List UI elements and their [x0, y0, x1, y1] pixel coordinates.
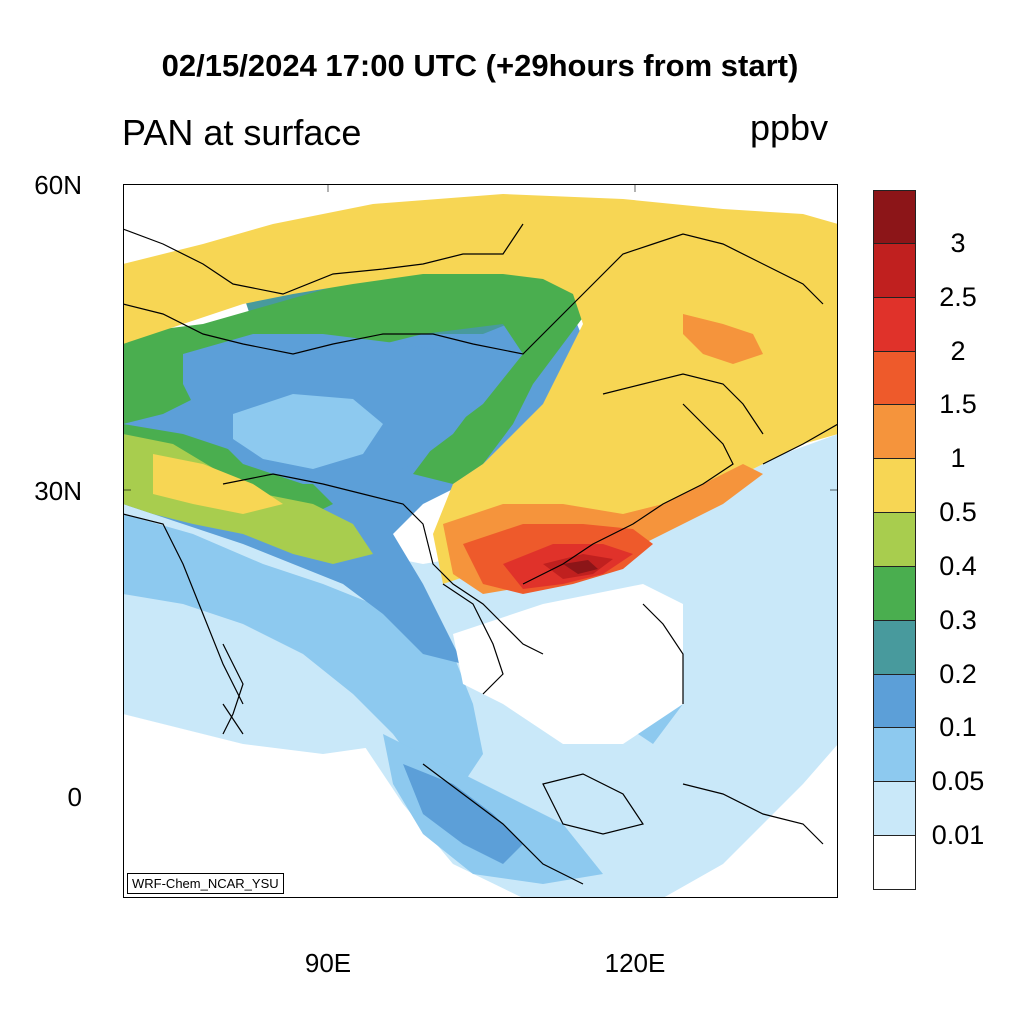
colorbar-level-label: 0.2: [939, 658, 977, 689]
colorbar-segment: [873, 405, 916, 460]
colorbar-segment: [873, 351, 916, 406]
colorbar-segment: [873, 782, 916, 837]
colorbar-segment: [873, 243, 916, 298]
field-yellow-2: [153, 454, 283, 514]
field-blue-sea: [403, 764, 523, 864]
colorbar-level-label: 0.4: [939, 550, 977, 581]
colorbar-level-label: 0.05: [931, 766, 985, 797]
colorbar-level-label: 1: [950, 443, 966, 474]
field-orange: [683, 314, 763, 364]
colorbar-level-label: 0.1: [939, 712, 977, 743]
lat-label-30n: 30N: [34, 476, 82, 506]
colorbar-segment: [873, 190, 916, 244]
lon-label-120e: 120E: [604, 948, 666, 978]
graticule: [123, 184, 838, 491]
colorbar-segment: [873, 566, 916, 621]
units-label: ppbv: [750, 107, 829, 148]
colorbar-level-label: 2: [950, 335, 966, 366]
colorbar-segment: [873, 459, 916, 514]
field-very-low-2: [123, 584, 393, 754]
field-green: [123, 254, 593, 484]
field-low-plateau: [233, 394, 383, 469]
colorbar-segment: [873, 728, 916, 783]
model-credit: WRF-Chem_NCAR_YSU: [127, 873, 284, 894]
map-panel: [123, 184, 838, 898]
colorbar-segment: [873, 836, 916, 890]
colorbar-level-label: 0.01: [931, 820, 985, 851]
colorbar-level-label: 0.5: [939, 497, 977, 528]
pan-concentration-map: [123, 184, 838, 898]
colorbar-segment: [873, 297, 916, 352]
colorbar-segment: [873, 674, 916, 729]
coastlines: [123, 223, 838, 885]
colorbar-level-label: 2.5: [939, 281, 977, 312]
variable-label: PAN at surface: [122, 112, 362, 153]
field-darkest: [563, 560, 598, 574]
field-yellow: [123, 194, 838, 584]
colorbar-segment: [873, 513, 916, 567]
lon-label-90e: 90E: [304, 948, 352, 978]
field-low-2: [383, 734, 603, 884]
colorbar-level-label: 1.5: [939, 389, 977, 420]
colorbar-level-label: 0.3: [939, 604, 977, 635]
colorbar-level-label: 3: [950, 227, 966, 258]
plot-title: 02/15/2024 17:00 UTC (+29hours from star…: [161, 48, 799, 83]
colorbar: [873, 190, 916, 890]
lat-label-0: 0: [67, 782, 82, 812]
field-low: [123, 514, 483, 784]
colorbar-segment: [873, 620, 916, 675]
ocean-clean: [453, 584, 683, 744]
lat-label-60n: 60N: [34, 170, 82, 200]
